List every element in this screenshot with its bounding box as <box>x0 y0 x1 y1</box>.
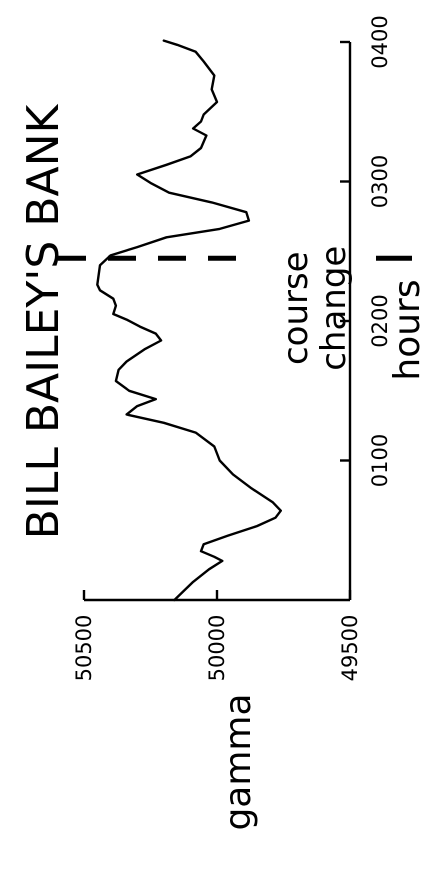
y-tick-label: 49500 <box>338 615 362 682</box>
x-tick-label: 0400 <box>368 15 392 68</box>
series-line <box>96 39 282 602</box>
chart-title: BILL BAILEY'S BANK <box>18 104 69 540</box>
annotation-course: course <box>276 251 316 365</box>
annotation-change: change <box>314 246 354 371</box>
x-tick-label: 0100 <box>368 434 392 487</box>
y-ticks: 50500 50000 49500 <box>72 590 362 681</box>
y-tick-label: 50000 <box>205 615 229 682</box>
x-tick-label: 0300 <box>368 155 392 208</box>
x-axis-label: hours <box>387 279 427 380</box>
x-ticks: 0100 0200 0300 0400 <box>340 15 392 487</box>
y-tick-label: 50500 <box>72 615 96 682</box>
plot-area: 50500 50000 49500 0100 0200 0300 0400 BILL BA… <box>18 15 427 830</box>
x-tick-label: 0200 <box>368 294 392 347</box>
y-axis-label: gamma <box>218 693 259 830</box>
